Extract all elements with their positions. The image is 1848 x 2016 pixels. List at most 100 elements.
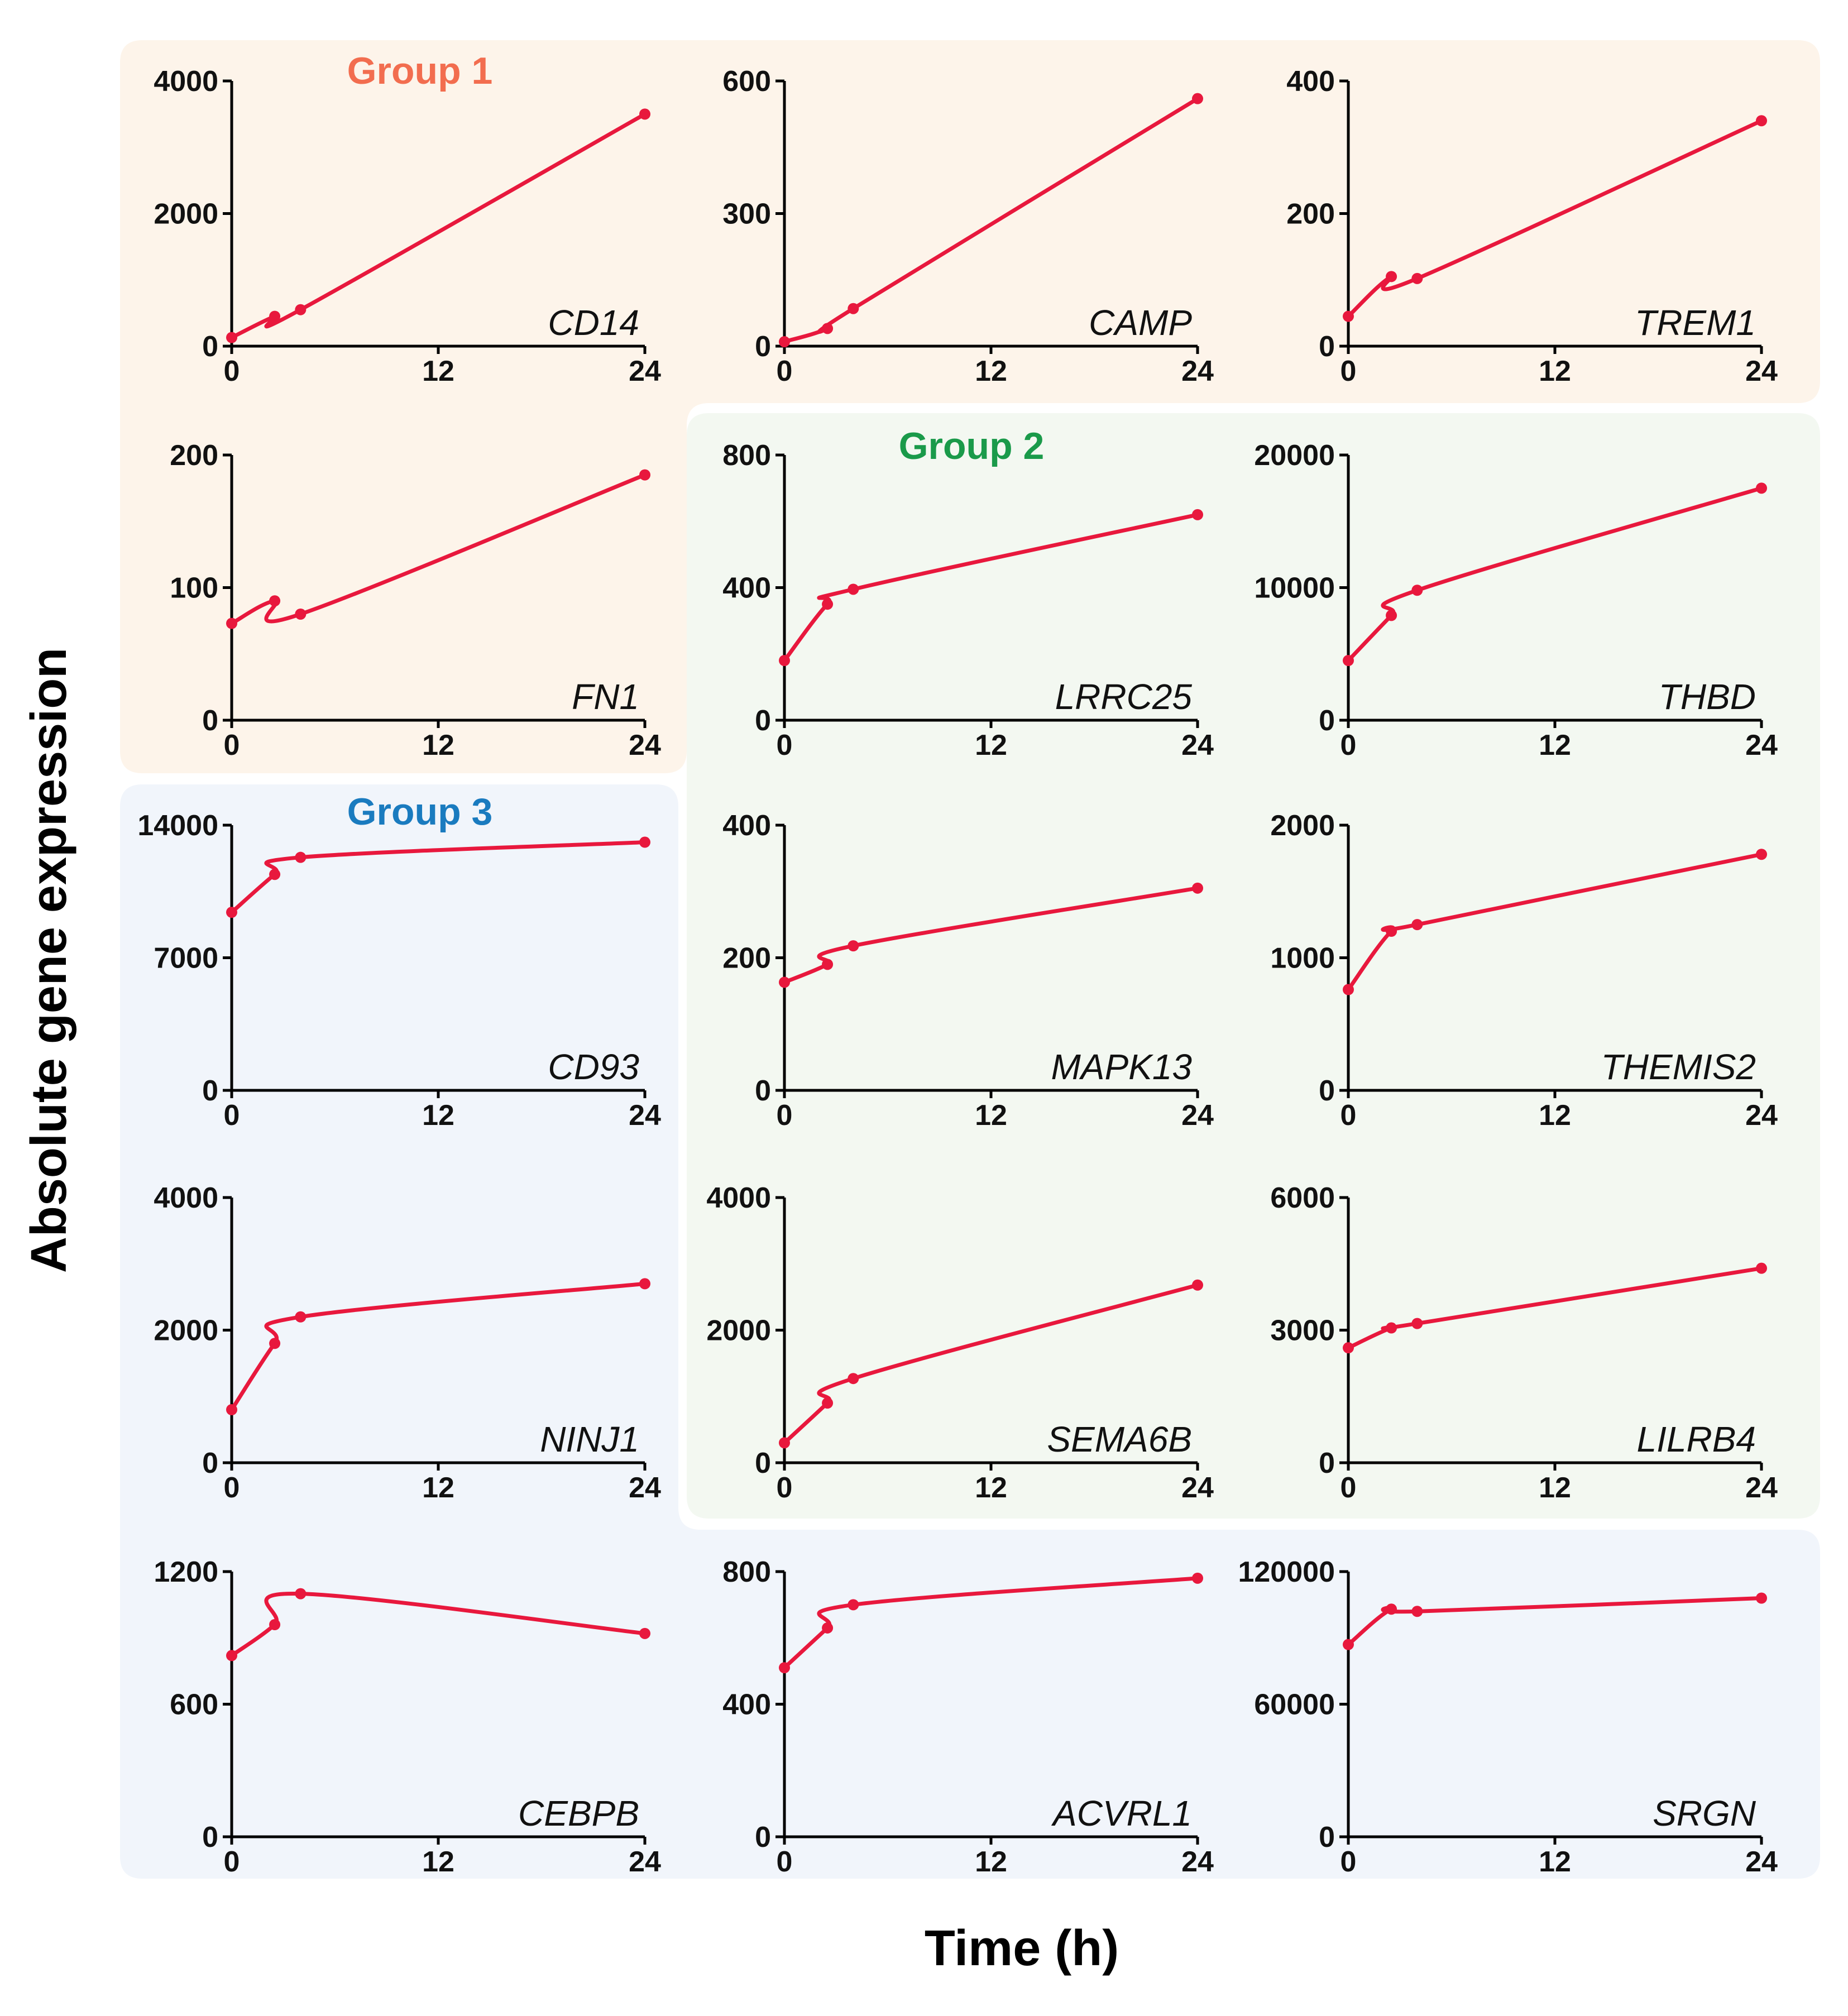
x-tick-label-ninj1: 12 [422, 1472, 454, 1504]
data-point-cebpb-0 [226, 1650, 237, 1661]
data-point-trem1-0 [1343, 310, 1354, 322]
series-line-sema6b [782, 1283, 1200, 1445]
x-tick-label-fn1: 24 [629, 729, 661, 762]
data-point-cd93-0 [226, 907, 237, 918]
y-tick-label-cd93: 0 [202, 1075, 218, 1107]
data-point-trem1-1 [1386, 271, 1397, 282]
data-point-themis2-1 [1386, 926, 1397, 937]
x-tick-label-lrrc25: 0 [777, 729, 793, 762]
series-line-ninj1 [229, 1281, 647, 1412]
y-tick-label-ninj1: 0 [202, 1447, 218, 1479]
series-line-cebpb [229, 1592, 647, 1658]
series-line-cd93 [229, 840, 647, 914]
data-point-acvrl1-3 [1192, 1572, 1203, 1584]
x-tick-label-camp: 0 [777, 355, 793, 387]
y-tick-label-cd14: 2000 [154, 198, 218, 231]
data-point-cd93-1 [269, 869, 281, 880]
x-tick-label-cd93: 24 [629, 1099, 661, 1132]
y-tick-label-thbd: 20000 [1254, 439, 1335, 472]
x-tick-label-sema6b: 12 [975, 1472, 1007, 1504]
data-point-trem1-2 [1411, 272, 1423, 284]
series-line-lilrb4 [1346, 1266, 1764, 1350]
data-point-fn1-0 [226, 617, 237, 629]
data-point-themis2-0 [1343, 984, 1354, 995]
panel-srgn: 0 60000 120000 0 12 24 SRGN [1238, 1556, 1778, 1878]
panel-ninj1: 0 2000 4000 0 12 24 NINJ1 [154, 1182, 661, 1504]
y-tick-label-lilrb4: 0 [1319, 1447, 1335, 1479]
data-point-sema6b-3 [1192, 1279, 1203, 1291]
x-tick-label-cd93: 0 [224, 1099, 240, 1132]
x-tick-label-camp: 24 [1181, 355, 1214, 387]
series-line-acvrl1 [782, 1576, 1200, 1670]
data-point-trem1-3 [1756, 115, 1767, 127]
y-axis-title: Absolute gene expression [21, 648, 77, 1273]
y-tick-label-fn1: 200 [170, 439, 218, 472]
data-point-lrrc25-2 [848, 583, 859, 595]
gene-label-lrrc25: LRRC25 [1055, 677, 1193, 717]
x-tick-label-srgn: 0 [1340, 1846, 1357, 1878]
data-point-fn1-2 [295, 609, 307, 620]
gene-label-ninj1: NINJ1 [540, 1419, 639, 1459]
gene-label-cd14: CD14 [548, 303, 639, 343]
gene-label-trem1: TREM1 [1635, 303, 1756, 343]
y-tick-label-ninj1: 2000 [154, 1315, 218, 1347]
x-tick-label-lilrb4: 24 [1745, 1472, 1778, 1504]
gene-label-sema6b: SEMA6B [1047, 1419, 1192, 1459]
y-tick-label-themis2: 2000 [1270, 810, 1335, 842]
data-point-lilrb4-2 [1411, 1318, 1423, 1329]
data-point-cebpb-1 [269, 1619, 281, 1630]
series-line-themis2 [1346, 852, 1764, 992]
y-tick-label-lrrc25: 400 [722, 572, 771, 605]
x-tick-label-sema6b: 0 [777, 1472, 793, 1504]
gene-label-mapk13: MAPK13 [1051, 1047, 1192, 1087]
y-tick-label-acvrl1: 800 [722, 1556, 771, 1588]
data-point-lrrc25-0 [779, 655, 790, 667]
data-point-lilrb4-0 [1343, 1342, 1354, 1354]
y-tick-label-cebpb: 0 [202, 1821, 218, 1854]
data-point-sema6b-2 [848, 1373, 859, 1385]
y-tick-label-sema6b: 2000 [706, 1315, 771, 1347]
data-point-ninj1-2 [295, 1311, 307, 1323]
x-tick-label-acvrl1: 0 [777, 1846, 793, 1878]
x-tick-label-fn1: 0 [224, 729, 240, 762]
y-tick-label-ninj1: 4000 [154, 1182, 218, 1214]
gene-label-cebpb: CEBPB [518, 1793, 639, 1833]
x-tick-label-themis2: 12 [1539, 1099, 1571, 1132]
x-tick-label-trem1: 24 [1745, 355, 1778, 387]
data-point-mapk13-1 [822, 959, 834, 970]
y-tick-label-sema6b: 4000 [706, 1182, 771, 1214]
y-tick-label-themis2: 0 [1319, 1075, 1335, 1107]
data-point-ninj1-0 [226, 1404, 237, 1415]
data-point-acvrl1-2 [848, 1599, 859, 1611]
x-tick-label-themis2: 24 [1745, 1099, 1778, 1132]
panel-cebpb: 0 600 1200 0 12 24 CEBPB [154, 1556, 661, 1878]
y-tick-label-acvrl1: 0 [755, 1821, 771, 1854]
x-tick-label-cd14: 24 [629, 355, 661, 387]
y-tick-label-cd93: 14000 [137, 810, 218, 842]
data-point-themis2-3 [1756, 849, 1767, 860]
y-tick-label-fn1: 100 [170, 572, 218, 605]
y-tick-label-acvrl1: 400 [722, 1689, 771, 1721]
group-1-region [120, 40, 1820, 773]
data-point-srgn-0 [1343, 1639, 1354, 1650]
data-point-cd93-3 [639, 836, 650, 848]
group-2-title: Group 2 [899, 425, 1045, 467]
data-point-fn1-3 [639, 469, 650, 481]
x-axis-title: Time (h) [925, 1921, 1119, 1976]
panel-lilrb4: 0 3000 6000 0 12 24 LILRB4 [1270, 1182, 1778, 1504]
data-point-mapk13-3 [1192, 882, 1203, 894]
data-point-thbd-3 [1756, 482, 1767, 494]
gene-label-thbd: THBD [1659, 677, 1756, 717]
x-tick-label-acvrl1: 12 [975, 1846, 1007, 1878]
x-tick-label-trem1: 0 [1340, 355, 1357, 387]
data-point-camp-2 [848, 303, 859, 314]
gene-label-acvrl1: ACVRL1 [1051, 1793, 1192, 1833]
data-point-mapk13-2 [848, 940, 859, 952]
y-tick-label-cd14: 0 [202, 331, 218, 363]
data-point-lrrc25-3 [1192, 509, 1203, 520]
y-tick-label-lrrc25: 800 [722, 439, 771, 472]
x-tick-label-trem1: 12 [1539, 355, 1571, 387]
gene-label-themis2: THEMIS2 [1601, 1047, 1756, 1087]
